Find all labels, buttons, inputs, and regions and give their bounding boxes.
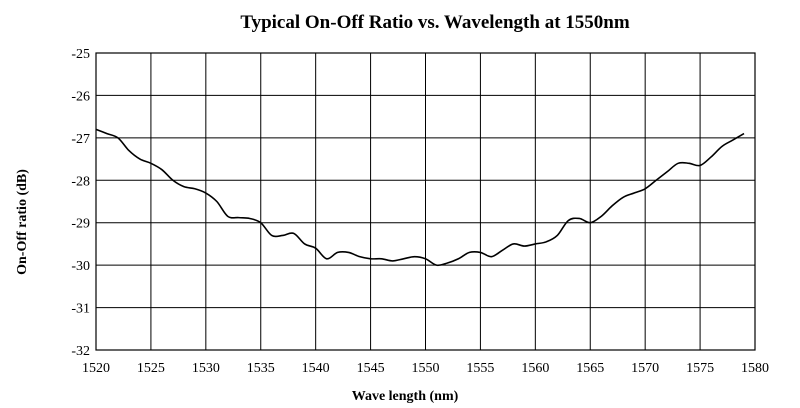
x-tick-label: 1575 bbox=[686, 361, 714, 376]
x-tick-label: 1535 bbox=[247, 361, 275, 376]
y-tick-label: -26 bbox=[71, 89, 90, 104]
y-tick-label: -30 bbox=[71, 259, 90, 274]
plot-frame bbox=[95, 52, 756, 351]
chart-title: Typical On-Off Ratio vs. Wavelength at 1… bbox=[240, 12, 630, 33]
y-tick-label: -32 bbox=[71, 344, 90, 359]
x-tick-label: 1530 bbox=[192, 361, 220, 376]
y-tick-label: -28 bbox=[71, 174, 90, 189]
y-tick-label: -29 bbox=[71, 217, 90, 232]
tick-layer: 1520 1525 1530 1535 1540 1545 1550 1555 1560 1565… bbox=[71, 47, 769, 376]
y-axis-label: On-Off ratio (dB) bbox=[15, 169, 30, 275]
x-tick-label: 1560 bbox=[521, 361, 549, 376]
series-line bbox=[95, 128, 745, 267]
x-tick-label: 1540 bbox=[302, 361, 330, 376]
y-tick-label: -27 bbox=[71, 132, 90, 147]
x-tick-label: 1520 bbox=[82, 361, 110, 376]
y-tick-label: -25 bbox=[71, 47, 90, 62]
x-tick-label: 1565 bbox=[576, 361, 604, 376]
x-tick-label: 1570 bbox=[631, 361, 659, 376]
x-tick-label: 1555 bbox=[466, 361, 494, 376]
x-tick-label: 1545 bbox=[357, 361, 385, 376]
y-tick-label: -31 bbox=[71, 302, 90, 317]
x-tick-label: 1525 bbox=[137, 361, 165, 376]
x-axis-label: Wave length (nm) bbox=[352, 389, 459, 404]
x-tick-label: 1580 bbox=[741, 361, 769, 376]
x-tick-label: 1550 bbox=[412, 361, 440, 376]
